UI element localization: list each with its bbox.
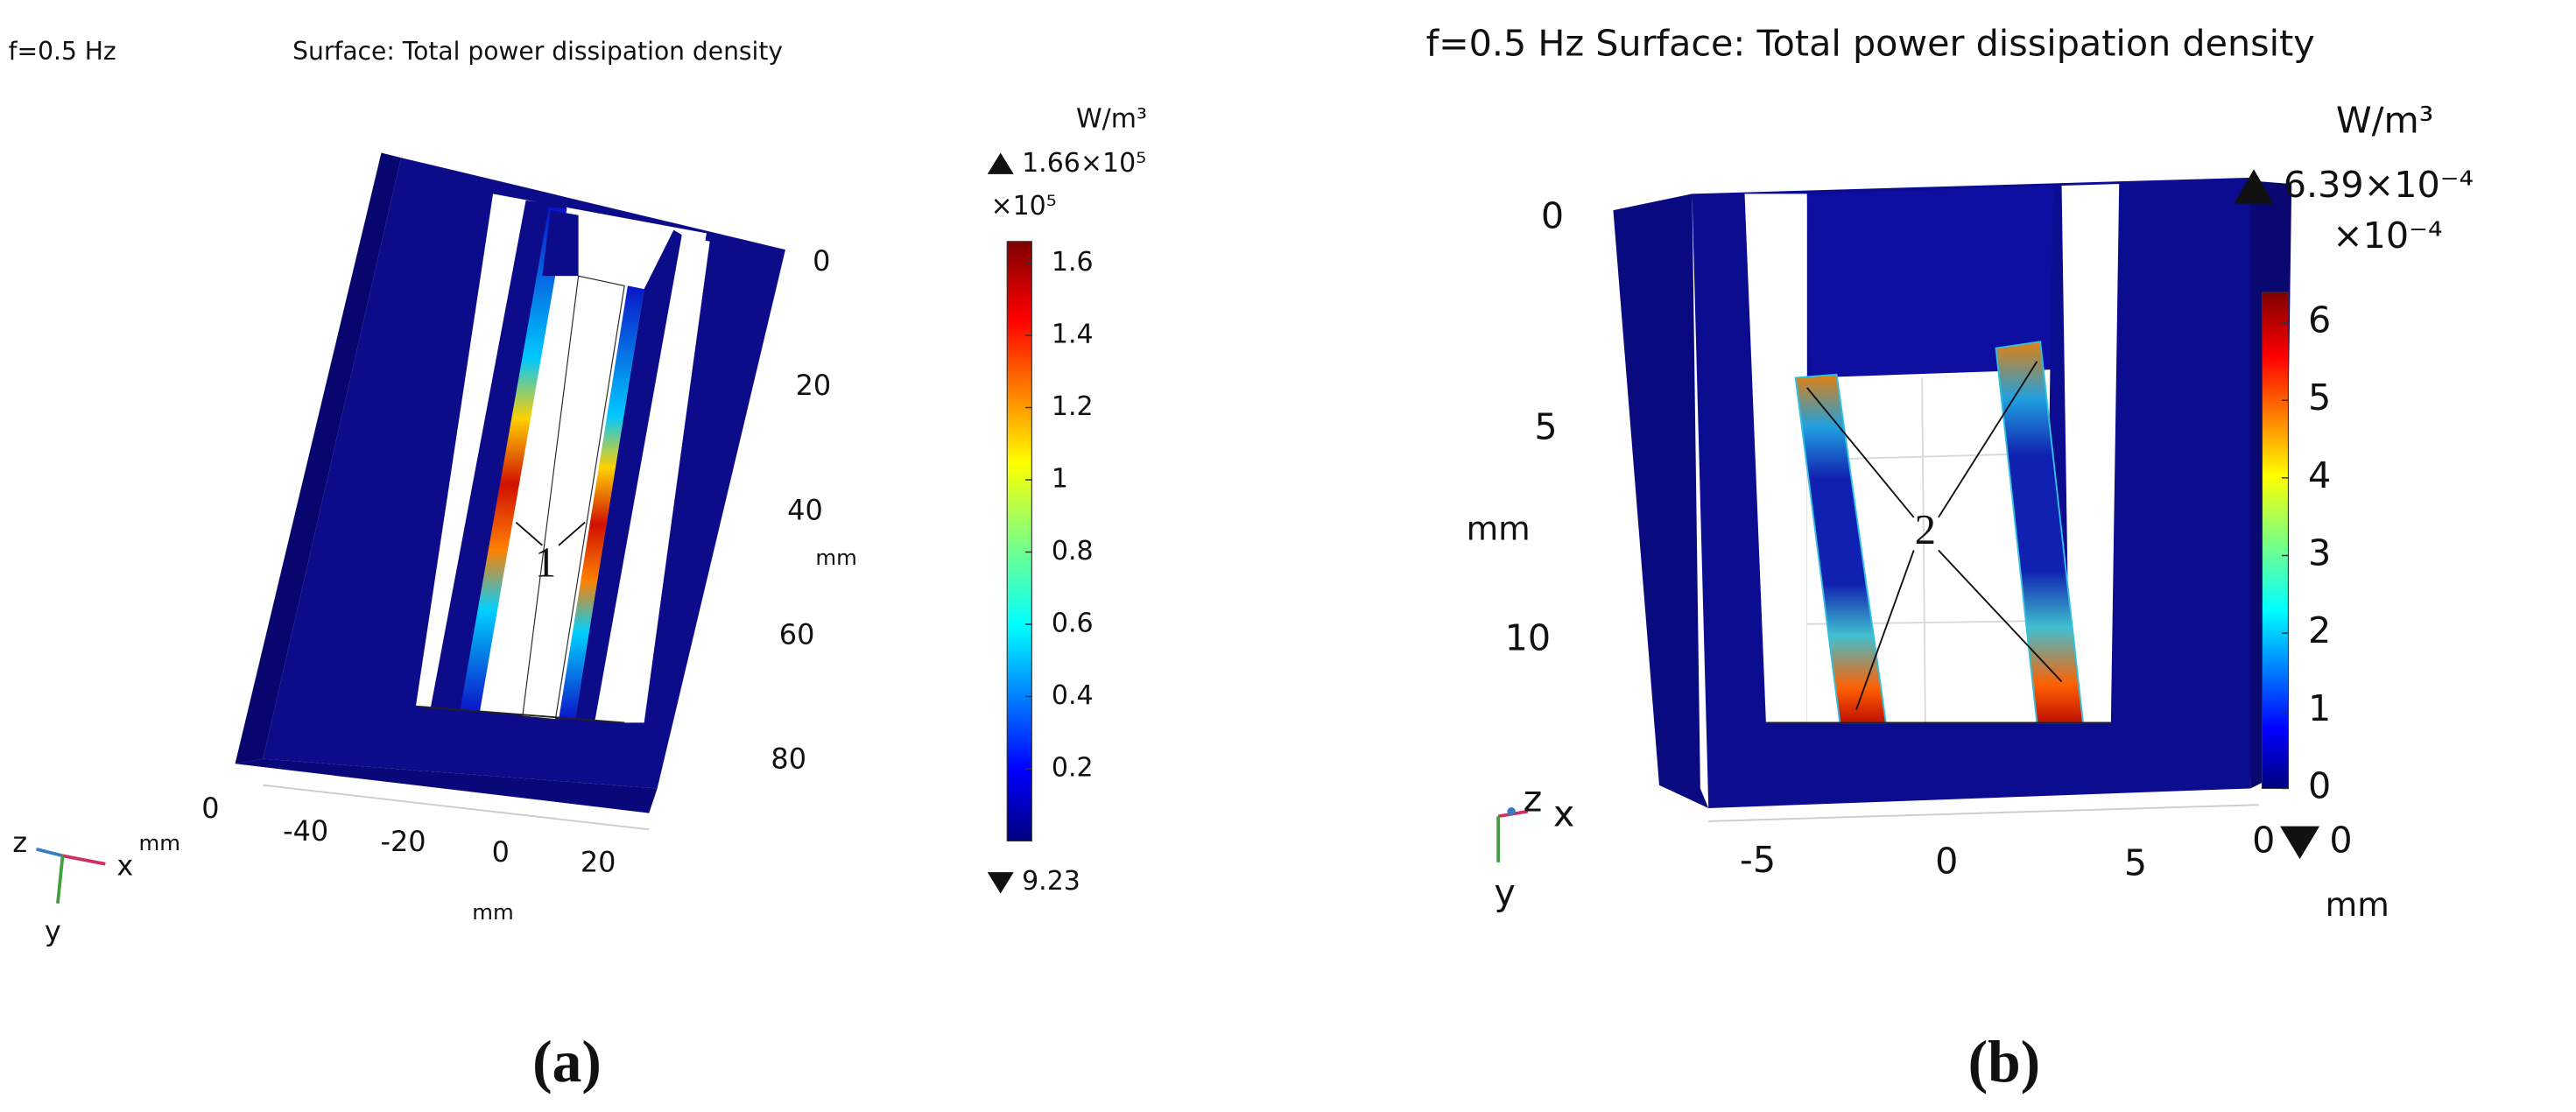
colorbar-unit: W/m³ [1076,103,1147,134]
colorbar-tick-label: 2 [2308,609,2331,651]
triad-unit: mm [138,830,180,855]
colorbar-max: 6.39×10⁻⁴ [2284,164,2474,206]
colorbar-tick-label: 6 [2308,299,2331,341]
min-marker [987,872,1014,894]
axis-tick-label: -20 [380,825,426,858]
caption: (b) [1968,1029,2041,1094]
colorbar-tick-label: 1 [1052,463,1068,494]
colorbar-multiplier: ×10⁵ [990,191,1056,222]
model-b [1613,177,2292,822]
panel-title: Surface: Total power dissipation density [292,37,783,66]
axis-tick-label: 40 [787,493,823,526]
colorbar-unit: W/m³ [2336,100,2433,142]
axis-tick-label: -40 [283,814,328,848]
title-frequency: f=0.5 Hz [9,37,116,66]
axis-unit: mm [472,899,514,925]
axis-tick-label: 0 [1935,841,1958,883]
colorbar-tick-label: 1.2 [1052,391,1094,422]
panel-title: f=0.5 Hz Surface: Total power dissipatio… [1426,23,2315,65]
annotation: 2 [1915,506,1936,553]
colorbar-tick-label: 1 [2308,687,2331,729]
max-marker [987,152,1014,174]
colorbar-tick-label: 4 [2308,454,2331,496]
triad-label: x [1553,792,1574,834]
colorbar [2261,292,2289,790]
caption: (a) [532,1029,602,1094]
axis-unit: mm [2326,885,2389,924]
axis-tick-label: 5 [2124,842,2147,884]
colorbar-tick-label: 0.8 [1052,536,1094,567]
model-a [235,152,785,831]
axis-tick-label: 20 [796,369,832,402]
axis-tick-label: 10 [1505,617,1552,659]
axis-unit: mm [815,545,857,570]
triad-label: z [1524,778,1543,820]
axis-tick-label: 80 [771,743,806,776]
colorbar-min: 9.23 [1022,866,1080,897]
axis-tick-label: 0 [492,835,510,869]
colorbar-tick-label: 0.4 [1052,680,1094,711]
axis-tick-label: 20 [581,846,616,879]
triad-label: y [1494,871,1515,913]
triad-label: y [45,915,61,948]
triad-label: z [12,826,27,859]
colorbar [1006,241,1032,842]
annotation: 1 [535,538,556,586]
colorbar-max: 1.66×10⁵ [1022,148,1146,179]
colorbar-tick-label: 3 [2308,531,2331,574]
axis-tick-label: 0 [1541,194,1564,236]
colorbar-tick-label: 0.6 [1052,608,1094,638]
triad-label: x [116,848,133,882]
axis-tick-label: 5 [1534,406,1557,448]
colorbar-min: 0 [2329,819,2352,861]
axis-tick-label: 60 [779,617,815,651]
axis-triad-b [1496,807,1529,862]
axis-tick-label: 0 [2252,819,2275,861]
axis-triad-a [36,848,106,904]
axis-tick-label: 0 [813,244,830,278]
colorbar-tick-label: 1.6 [1052,247,1094,278]
colorbar-multiplier: ×10⁻⁴ [2333,215,2442,257]
colorbar-tick-label: 0 [2308,764,2331,806]
colorbar-tick-label: 1.4 [1052,320,1094,350]
axis-tick-label: -5 [1740,839,1776,881]
colorbar-tick-label: 0.2 [1052,752,1094,783]
max-marker [2234,169,2274,204]
axis-tick-label: 0 [201,792,219,825]
colorbar-tick-label: 5 [2308,377,2331,419]
min-marker [2280,826,2320,860]
axis-unit: mm [1467,509,1531,547]
